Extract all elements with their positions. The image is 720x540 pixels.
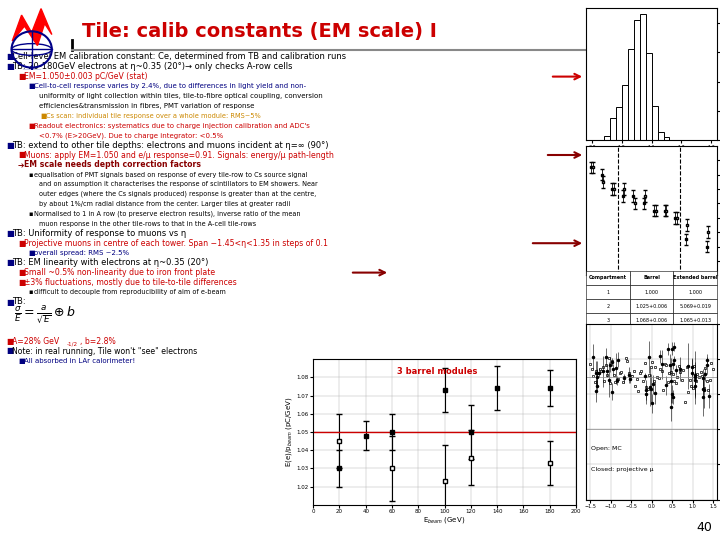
Text: A=28% GeV: A=28% GeV	[12, 337, 59, 346]
Polygon shape	[12, 9, 52, 45]
Text: Cs scan: individual tile response over a whole module: RMS~5%: Cs scan: individual tile response over a…	[46, 113, 261, 119]
Text: ■: ■	[18, 268, 25, 277]
Text: Tile: calib constants (EM scale) I: Tile: calib constants (EM scale) I	[82, 23, 437, 42]
Text: Muons: apply EM=1.050 and e/μ response=0.91. Signals: energy/μ path-length: Muons: apply EM=1.050 and e/μ response=0…	[24, 151, 334, 159]
Text: EM=1.050±0.003 pC/GeV (stat): EM=1.050±0.003 pC/GeV (stat)	[24, 72, 148, 81]
X-axis label: R$_c$ (pC/GeV): R$_c$ (pC/GeV)	[636, 151, 667, 160]
Text: ■: ■	[18, 278, 25, 287]
Text: ■: ■	[6, 337, 14, 346]
Text: ■: ■	[6, 298, 14, 307]
Text: ➔: ➔	[18, 160, 24, 170]
Text: Cell-level EM calibration constant: Ce, determined from TB and calibration runs: Cell-level EM calibration constant: Ce, …	[12, 52, 346, 62]
X-axis label: E$_{beam}$ (GeV): E$_{beam}$ (GeV)	[423, 516, 466, 525]
Text: Projective muons in centre of each tower. Span −1.45<η<1.35 in steps of 0.1: Projective muons in centre of each tower…	[24, 239, 328, 248]
Bar	[628, 49, 634, 140]
Text: Readout electronics: systematics due to charge injection calibration and ADC's: Readout electronics: systematics due to …	[34, 123, 310, 129]
Text: ▪: ▪	[28, 289, 32, 295]
Bar	[634, 21, 639, 140]
Text: $\frac{\sigma}{E} = \frac{a}{\sqrt{E}} \oplus b$: $\frac{\sigma}{E} = \frac{a}{\sqrt{E}} \…	[14, 305, 76, 325]
Text: muon response in the other tile-rows to that in the A-cell tile-rows: muon response in the other tile-rows to …	[39, 221, 256, 227]
Text: ■: ■	[40, 113, 46, 119]
Text: TB: Uniformity of response to muons vs η: TB: Uniformity of response to muons vs η	[12, 229, 186, 238]
Text: 40: 40	[696, 521, 712, 534]
Text: TB: EM linearity with electrons at η~0.35 (20°): TB: EM linearity with electrons at η~0.3…	[12, 258, 208, 267]
Text: equalisation of PMT signals based on response of every tile-row to Cs source sig: equalisation of PMT signals based on res…	[34, 172, 307, 178]
Text: ■: ■	[6, 141, 14, 150]
Text: ■: ■	[6, 52, 14, 62]
Text: TB: 20-180GeV electrons at η~0.35 (20°)→ only checks A-row cells: TB: 20-180GeV electrons at η~0.35 (20°)→…	[12, 62, 292, 71]
Y-axis label: E(e)/p$_{beam}$ (pC/GeV): E(e)/p$_{beam}$ (pC/GeV)	[284, 397, 294, 467]
Text: Closed: projective μ: Closed: projective μ	[591, 468, 654, 472]
Text: <0.7% (E>20GeV). Due to charge integrator: <0.5%: <0.7% (E>20GeV). Due to charge integrato…	[39, 132, 223, 139]
Text: ■: ■	[28, 250, 35, 256]
Text: ▪: ▪	[28, 172, 32, 178]
Text: by about 1%/cm radial distance from the center. Larger tiles at greater radii: by about 1%/cm radial distance from the …	[39, 201, 290, 207]
Bar	[646, 53, 652, 140]
Bar	[657, 132, 664, 140]
Text: efficiencies&transmission in fibres, PMT variation of response: efficiencies&transmission in fibres, PMT…	[39, 103, 254, 109]
Bar	[604, 136, 610, 140]
Text: uniformity of light collection within tiles, tile-to-fibre optical coupling, con: uniformity of light collection within ti…	[39, 93, 323, 99]
Bar	[610, 118, 616, 140]
Text: ■: ■	[18, 151, 25, 159]
Text: ■: ■	[6, 258, 14, 267]
Text: ■: ■	[18, 72, 25, 81]
X-axis label: Titanium: Titanium	[641, 286, 662, 291]
Text: ▪: ▪	[28, 211, 32, 217]
Text: and on assumption it characterises the response of scintillators to EM showers. : and on assumption it characterises the r…	[39, 181, 318, 187]
Text: ■: ■	[6, 347, 14, 355]
Text: ■: ■	[6, 62, 14, 71]
Text: difficult to decouple from reproducibility of aim of e-beam: difficult to decouple from reproducibili…	[34, 289, 226, 295]
Text: Note: in real running, Tile won't "see" electrons: Note: in real running, Tile won't "see" …	[12, 347, 197, 355]
Bar	[639, 15, 646, 140]
Text: ■: ■	[28, 123, 35, 129]
Text: Normalised to 1 in A row (to preserve electron results), inverse ratio of the me: Normalised to 1 in A row (to preserve el…	[34, 211, 300, 217]
Text: Small ~0.5% non-linearity due to iron front plate: Small ~0.5% non-linearity due to iron fr…	[24, 268, 215, 277]
Text: , b=2.8%: , b=2.8%	[80, 337, 116, 346]
Text: -1/2: -1/2	[67, 341, 78, 346]
Text: Cell-to-cell response varies by 2.4%, due to differences in light yield and non-: Cell-to-cell response varies by 2.4%, du…	[34, 83, 306, 90]
Bar	[664, 138, 670, 140]
Text: Open: MC: Open: MC	[591, 447, 622, 451]
Text: TB:: TB:	[12, 298, 26, 307]
Bar	[622, 85, 628, 140]
Bar	[616, 107, 622, 140]
Text: ■: ■	[18, 358, 24, 364]
Text: TB: extend to other tile depths: electrons and muons incident at η=∞ (90°): TB: extend to other tile depths: electro…	[12, 141, 328, 150]
Text: ■: ■	[18, 239, 25, 248]
Text: outer edges (where the Cs signals produced) response is greater than at the cent: outer edges (where the Cs signals produc…	[39, 191, 316, 198]
Text: EM scale needs depth correction factors: EM scale needs depth correction factors	[24, 160, 201, 170]
Text: overall spread: RMS ~2.5%: overall spread: RMS ~2.5%	[34, 250, 129, 256]
Text: ■: ■	[28, 83, 35, 90]
Bar	[652, 106, 657, 140]
Text: ■: ■	[6, 229, 14, 238]
Text: ±3% fluctuations, mostly due to tile-to-tile differences: ±3% fluctuations, mostly due to tile-to-…	[24, 278, 237, 287]
Text: All absorbed in LAr calorimeter!: All absorbed in LAr calorimeter!	[24, 358, 135, 364]
Text: 3 barrel modules: 3 barrel modules	[397, 367, 477, 376]
